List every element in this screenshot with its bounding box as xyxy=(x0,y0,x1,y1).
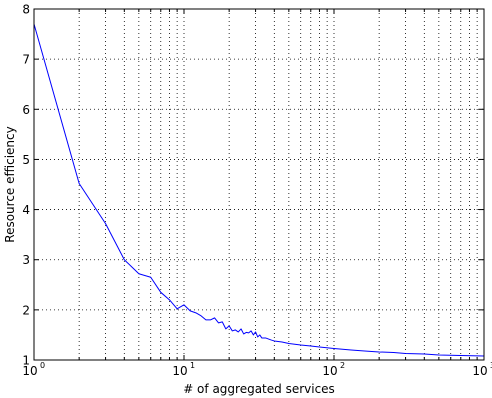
x-tick-label-exponent: 2 xyxy=(340,361,345,370)
y-tick-label: 5 xyxy=(22,153,30,167)
y-tick-label: 6 xyxy=(22,103,30,117)
y-tick-label: 4 xyxy=(22,203,30,217)
x-tick-label-exponent: 1 xyxy=(190,361,195,370)
x-tick-label: 10 xyxy=(472,364,487,378)
x-tick-label: 10 xyxy=(322,364,337,378)
tick-marks xyxy=(33,8,484,361)
x-tick-label-exponent: 3 xyxy=(490,361,492,370)
x-axis-title: # of aggregated services xyxy=(183,382,335,396)
y-tick-label: 7 xyxy=(22,53,30,67)
plot-frame xyxy=(33,8,485,361)
grid-lines xyxy=(34,9,484,360)
y-axis-title: Resource efficiency xyxy=(3,126,17,242)
y-tick-label: 1 xyxy=(22,354,30,368)
y-tick-label: 3 xyxy=(22,253,30,267)
tick-labels: 12345678100101102103 xyxy=(22,3,492,379)
x-tick-label-exponent: 0 xyxy=(40,361,45,370)
x-tick-label: 10 xyxy=(22,364,37,378)
y-tick-label: 2 xyxy=(22,303,30,317)
series-line xyxy=(33,23,485,357)
y-tick-label: 8 xyxy=(22,3,30,17)
plot-lines xyxy=(33,23,485,357)
x-tick-label: 10 xyxy=(172,364,187,378)
